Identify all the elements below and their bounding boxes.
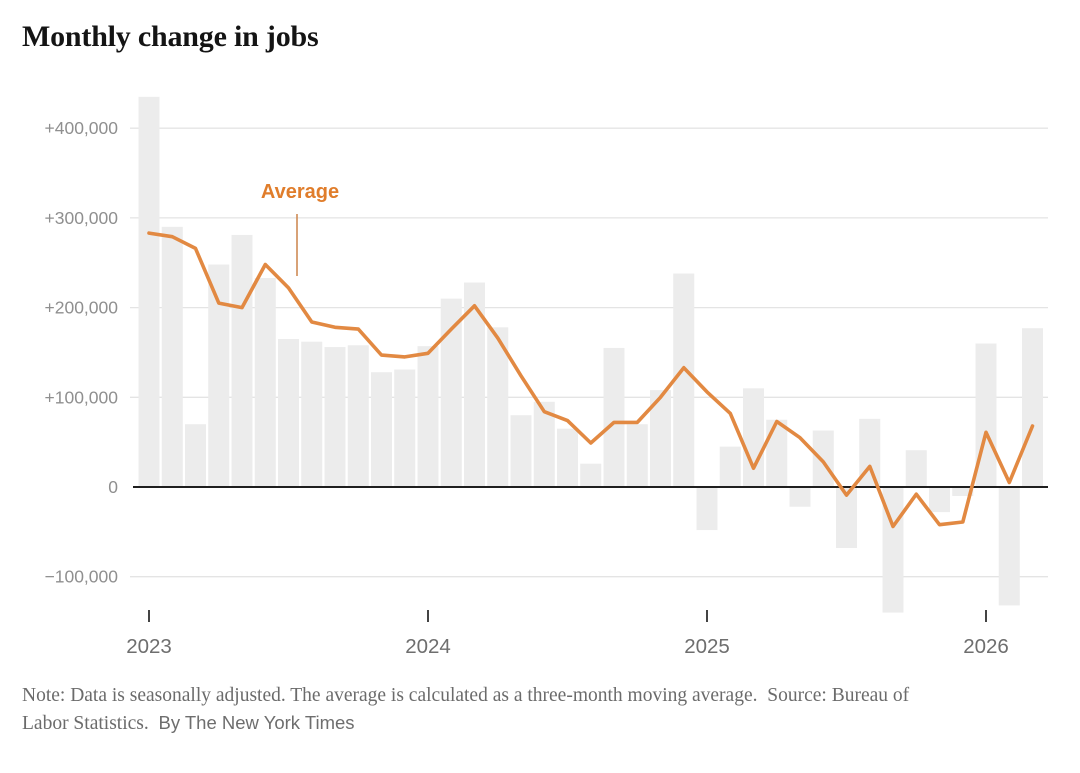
month-bar <box>859 418 881 487</box>
average-line <box>147 231 1035 529</box>
month-bar <box>487 327 509 487</box>
month-bar <box>580 463 602 487</box>
month-bar <box>789 487 811 507</box>
footnote-note: Note: Data is seasonally adjusted. The a… <box>22 685 758 706</box>
month-bar <box>603 347 625 487</box>
month-bar <box>185 424 206 487</box>
month-bar <box>138 96 160 487</box>
month-bar <box>440 298 462 487</box>
month-bar <box>812 430 834 487</box>
y-axis-label: −100,000 <box>45 567 119 587</box>
chart-footnote: Note: Data is seasonally adjusted. The a… <box>22 682 914 737</box>
month-bar <box>929 487 950 513</box>
x-axis-year-label: 2025 <box>684 635 730 658</box>
y-axis-label: +100,000 <box>45 387 119 407</box>
month-bar <box>254 278 276 487</box>
month-bar <box>394 369 416 487</box>
footnote-spacer-1 <box>758 685 768 706</box>
month-bar <box>510 415 532 487</box>
month-bar <box>371 372 392 487</box>
month-bar <box>719 446 741 487</box>
month-bar <box>673 273 695 487</box>
x-axis-year-label: 2026 <box>963 635 1009 658</box>
month-bar <box>464 282 485 487</box>
month-bar <box>998 487 1020 606</box>
month-bar <box>301 341 323 487</box>
month-bar <box>952 487 974 496</box>
month-bar <box>231 234 253 487</box>
month-bar <box>650 390 671 487</box>
chart-title: Monthly change in jobs <box>22 20 319 53</box>
month-bar <box>417 346 439 487</box>
month-bar <box>766 419 788 487</box>
month-bar <box>557 428 578 487</box>
month-bar <box>324 347 346 487</box>
month-bar <box>533 401 555 487</box>
month-bar <box>905 450 927 487</box>
month-bar <box>278 339 299 487</box>
month-bar <box>347 345 369 487</box>
month-bar <box>208 264 230 487</box>
month-bar <box>836 487 857 548</box>
month-bar <box>626 424 648 487</box>
month-bar <box>1022 328 1043 487</box>
y-axis-label: +300,000 <box>45 208 119 228</box>
average-annotation-label: Average <box>260 181 340 203</box>
month-bar <box>696 487 718 531</box>
footnote-source: Source: Bureau of Labor Statistics. <box>22 685 910 734</box>
month-bar <box>743 388 764 487</box>
y-axis-label: +400,000 <box>45 118 119 138</box>
x-axis-year-label: 2023 <box>126 635 172 658</box>
y-axis-label: 0 <box>108 477 118 497</box>
y-axis-label: +200,000 <box>45 298 119 318</box>
month-bar <box>161 226 183 487</box>
footnote-byline: By The New York Times <box>158 712 355 733</box>
x-axis-year-label: 2024 <box>405 635 451 658</box>
